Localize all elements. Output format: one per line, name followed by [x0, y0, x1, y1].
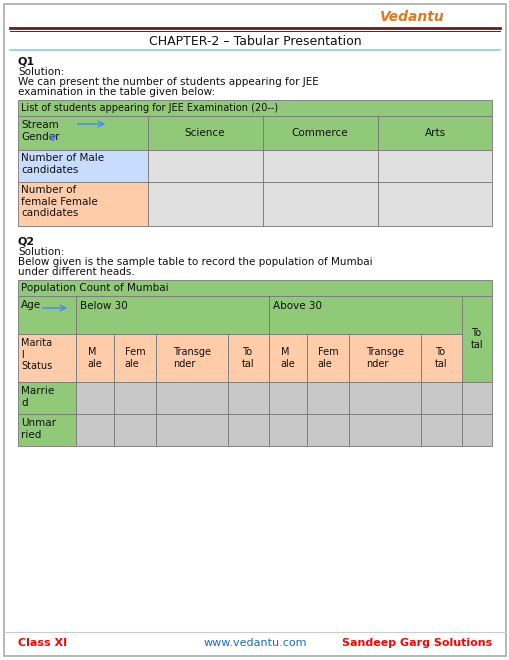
Bar	[114, 414, 156, 446]
Bar	[18, 150, 148, 182]
Text: www.vedantu.com: www.vedantu.com	[203, 638, 306, 648]
Bar	[18, 296, 76, 334]
Text: Q2: Q2	[18, 236, 35, 246]
Bar	[377, 182, 491, 226]
Text: Below 30: Below 30	[80, 301, 127, 311]
Text: Fem
ale: Fem ale	[124, 347, 145, 369]
Bar	[348, 382, 420, 414]
Text: Unmar
ried: Unmar ried	[21, 418, 56, 440]
Text: Sandeep Garg Solutions: Sandeep Garg Solutions	[341, 638, 491, 648]
Text: Solution:: Solution:	[18, 67, 64, 77]
Bar	[18, 116, 148, 150]
Bar	[228, 382, 268, 414]
Bar	[461, 296, 491, 382]
Bar	[18, 382, 76, 414]
Bar	[420, 382, 461, 414]
Text: Number of Male
candidates: Number of Male candidates	[21, 153, 104, 175]
Text: M
ale: M ale	[280, 347, 295, 369]
Bar	[306, 414, 348, 446]
Text: Gender: Gender	[21, 132, 60, 142]
Text: Marrie
d: Marrie d	[21, 386, 54, 408]
Text: Transge
nder: Transge nder	[365, 347, 403, 369]
Bar	[156, 382, 228, 414]
Bar	[76, 414, 114, 446]
Bar	[268, 414, 306, 446]
Text: Number of
female Female
candidates: Number of female Female candidates	[21, 185, 98, 218]
Text: Solution:: Solution:	[18, 247, 64, 257]
Text: Above 30: Above 30	[272, 301, 321, 311]
Text: Q1: Q1	[18, 56, 35, 66]
Bar	[114, 334, 156, 382]
Bar	[420, 414, 461, 446]
Bar	[420, 334, 461, 382]
Text: Below given is the sample table to record the population of Mumbai: Below given is the sample table to recor…	[18, 257, 372, 267]
Bar	[156, 414, 228, 446]
Bar	[148, 150, 263, 182]
Text: Science: Science	[184, 128, 225, 138]
Bar	[76, 334, 114, 382]
Text: Population Count of Mumbai: Population Count of Mumbai	[21, 283, 168, 293]
Bar	[306, 382, 348, 414]
Bar	[18, 334, 76, 382]
Bar	[114, 382, 156, 414]
Bar	[461, 414, 491, 446]
Text: Arts: Arts	[423, 128, 445, 138]
Bar	[76, 296, 268, 334]
Bar	[263, 150, 377, 182]
Bar	[228, 334, 268, 382]
Text: Fem
ale: Fem ale	[317, 347, 337, 369]
Text: Transge
nder: Transge nder	[173, 347, 211, 369]
Text: Vedantu: Vedantu	[379, 10, 444, 24]
Text: To
tal: To tal	[434, 347, 446, 369]
Bar	[18, 414, 76, 446]
Bar	[377, 150, 491, 182]
Bar	[18, 280, 491, 296]
Bar	[263, 116, 377, 150]
Text: Stream: Stream	[21, 120, 59, 130]
Bar	[461, 382, 491, 414]
Bar	[268, 334, 306, 382]
Bar	[348, 414, 420, 446]
Bar	[306, 334, 348, 382]
Bar	[148, 116, 263, 150]
Bar	[18, 182, 148, 226]
Text: Class XI: Class XI	[18, 638, 67, 648]
Text: Commerce: Commerce	[291, 128, 348, 138]
Text: under different heads.: under different heads.	[18, 267, 134, 277]
Bar	[76, 382, 114, 414]
Bar	[348, 334, 420, 382]
Bar	[156, 334, 228, 382]
Text: M
ale: M ale	[88, 347, 102, 369]
Text: examination in the table given below:: examination in the table given below:	[18, 87, 215, 97]
Bar	[18, 100, 491, 116]
Bar	[228, 414, 268, 446]
Text: Age: Age	[21, 300, 41, 310]
Bar	[377, 116, 491, 150]
Bar	[268, 296, 461, 334]
Text: List of students appearing for JEE Examination (20--): List of students appearing for JEE Exami…	[21, 103, 277, 113]
Text: CHAPTER-2 – Tabular Presentation: CHAPTER-2 – Tabular Presentation	[149, 35, 360, 48]
Text: We can present the number of students appearing for JEE: We can present the number of students ap…	[18, 77, 318, 87]
Bar	[148, 182, 263, 226]
Text: Marita
l
Status: Marita l Status	[21, 338, 52, 371]
Text: To
tal: To tal	[470, 328, 483, 350]
Bar	[268, 382, 306, 414]
Text: To
tal: To tal	[241, 347, 254, 369]
Bar	[263, 182, 377, 226]
